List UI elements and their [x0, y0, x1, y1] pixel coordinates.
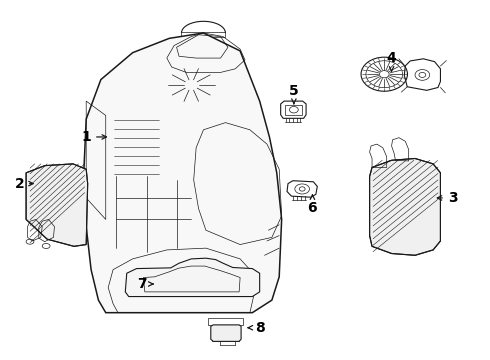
Bar: [112, 112, 163, 176]
Text: 2: 2: [14, 177, 33, 190]
Bar: [216, 330, 219, 338]
Polygon shape: [369, 158, 441, 255]
Bar: [108, 108, 167, 180]
Text: 8: 8: [248, 321, 265, 335]
Text: 3: 3: [437, 191, 458, 205]
Bar: [220, 330, 224, 338]
Bar: [208, 318, 243, 325]
Bar: [235, 330, 239, 338]
Text: 5: 5: [289, 84, 299, 104]
Polygon shape: [84, 33, 282, 313]
Bar: [212, 326, 239, 341]
Polygon shape: [26, 164, 88, 246]
Bar: [181, 32, 225, 37]
Bar: [225, 330, 229, 338]
Bar: [230, 330, 234, 338]
Polygon shape: [125, 258, 260, 297]
Bar: [285, 105, 302, 116]
Text: 4: 4: [387, 51, 396, 71]
Text: 7: 7: [138, 277, 153, 291]
Text: 1: 1: [81, 130, 106, 144]
Polygon shape: [211, 325, 241, 341]
Text: 6: 6: [308, 195, 317, 215]
